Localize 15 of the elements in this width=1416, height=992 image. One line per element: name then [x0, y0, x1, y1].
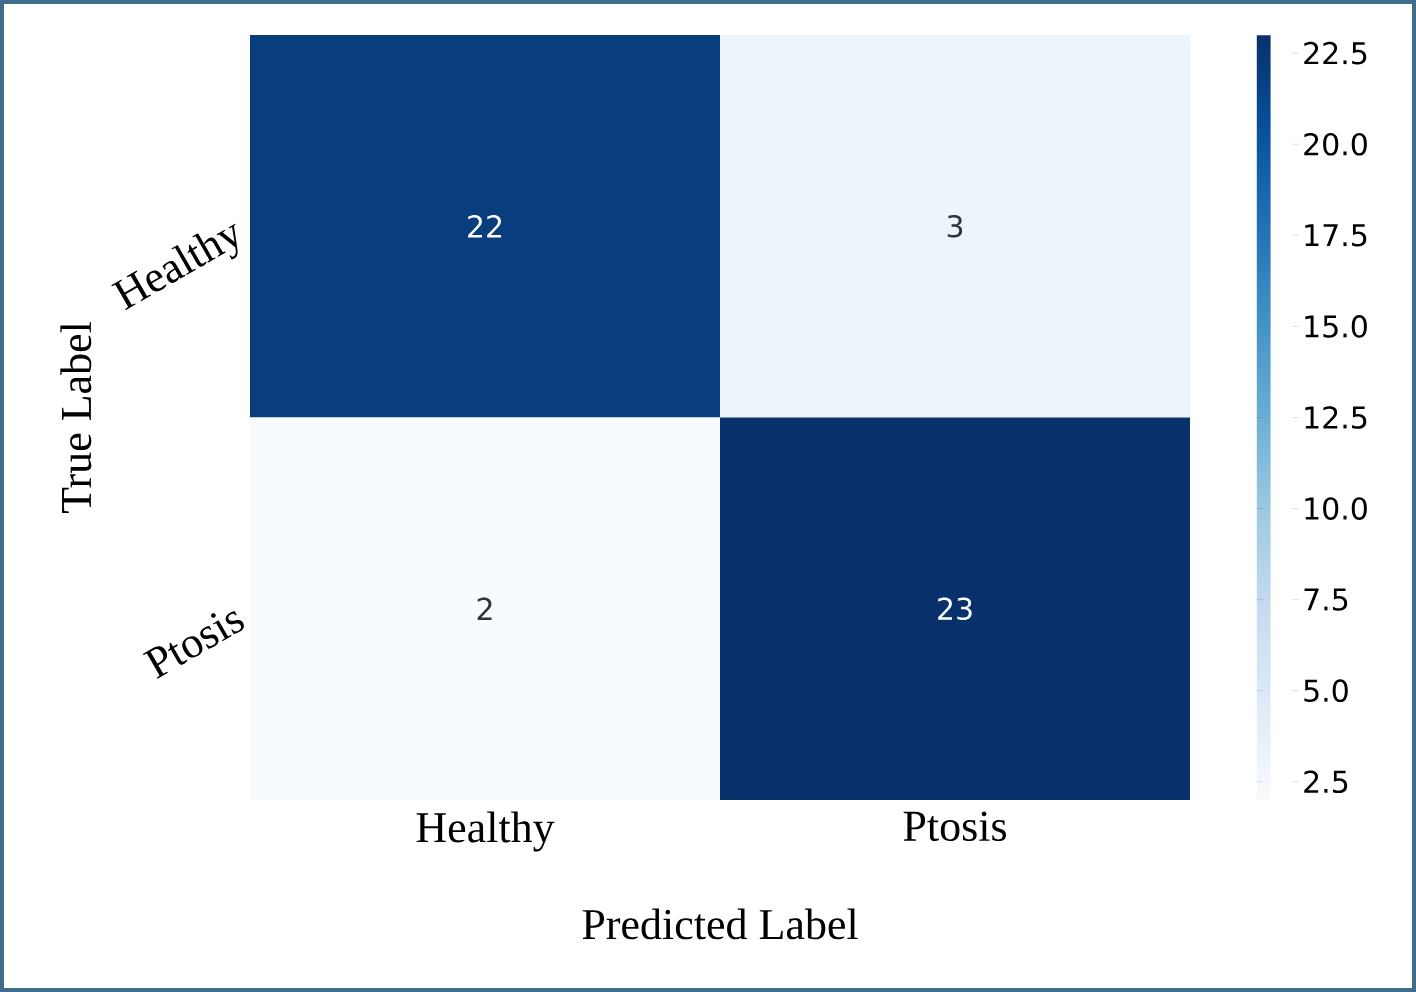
data-label: 2 — [477, 597, 492, 620]
color-bar-label: 15.0 — [1305, 315, 1367, 338]
x-axis-title: Predicted Label — [582, 908, 858, 940]
color-bar-label: 20.0 — [1304, 132, 1367, 156]
color-bar-label: 5.0 — [1304, 679, 1348, 703]
data-label: 23 — [938, 597, 972, 621]
color-bar-label: 10.0 — [1305, 497, 1367, 520]
data-label: 22 — [468, 215, 502, 238]
color-bar-label: 12.5 — [1305, 406, 1367, 429]
color-bar-label: 22.5 — [1304, 41, 1367, 65]
color-bar-label: 17.5 — [1305, 224, 1367, 247]
data-label: 3 — [947, 214, 963, 238]
y-axis-title: True Label — [60, 322, 92, 514]
color-bar-label: 7.5 — [1304, 588, 1348, 611]
color-bar-label: 2.5 — [1304, 770, 1348, 794]
